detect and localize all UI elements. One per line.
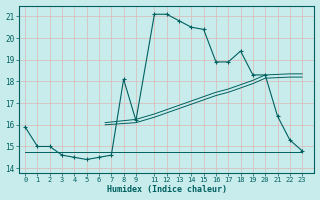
X-axis label: Humidex (Indice chaleur): Humidex (Indice chaleur): [107, 185, 227, 194]
